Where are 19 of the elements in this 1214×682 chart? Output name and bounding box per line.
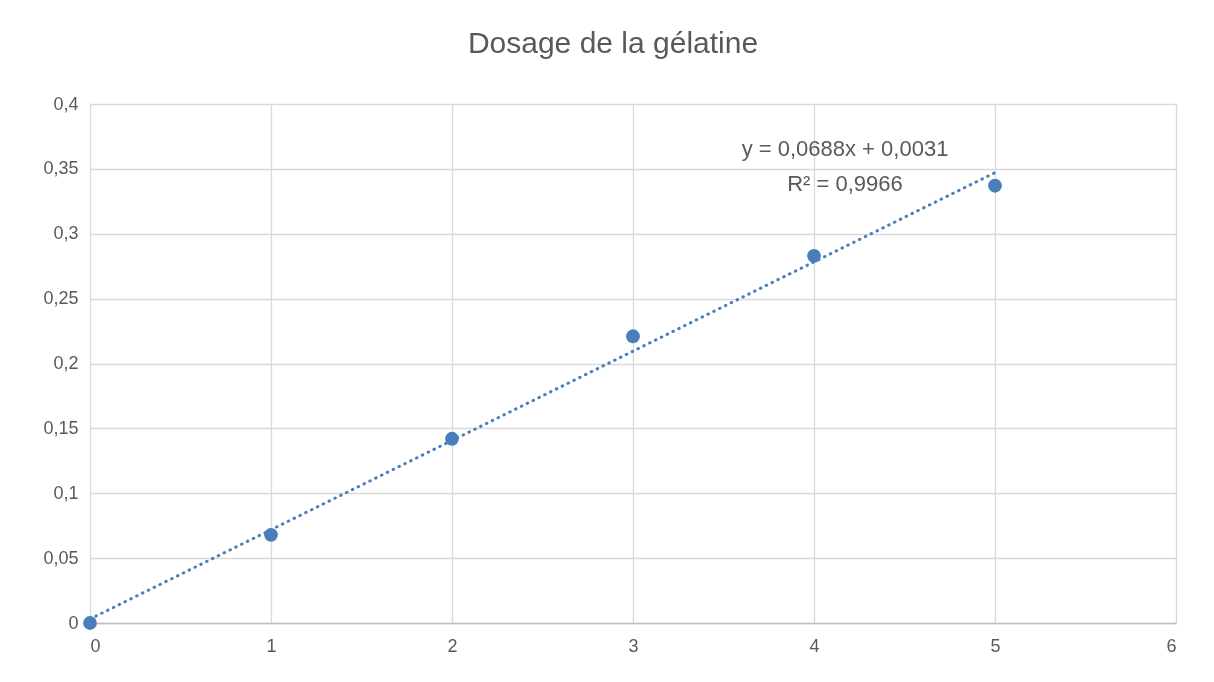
x-tick-label: 4: [809, 635, 820, 656]
x-tick-label: 1: [266, 635, 277, 656]
y-tick-label: 0,4: [53, 93, 79, 114]
y-tick-label: 0,1: [53, 482, 79, 503]
chart-title: Dosage de la gélatine: [467, 26, 759, 59]
x-tick-label: 2: [447, 635, 458, 656]
annotation: R² = 0,9966: [787, 171, 903, 196]
y-tick-label: 0,2: [53, 353, 79, 373]
y-tick-label: 0,25: [43, 288, 79, 309]
x-tick-label: 6: [1166, 635, 1177, 656]
x-tick-label: 5: [990, 635, 1001, 656]
x-tick-label: 3: [628, 635, 639, 656]
y-tick-label: 0,35: [43, 158, 79, 179]
y-tick-label: 0,3: [53, 223, 79, 244]
x-tick-label: 0: [90, 635, 101, 656]
y-tick-label: 0,15: [43, 417, 79, 438]
y-tick-label: 0: [68, 612, 79, 633]
y-tick-label: 0,05: [43, 547, 79, 568]
annotation: y = 0,0688x + 0,0031: [741, 136, 949, 161]
